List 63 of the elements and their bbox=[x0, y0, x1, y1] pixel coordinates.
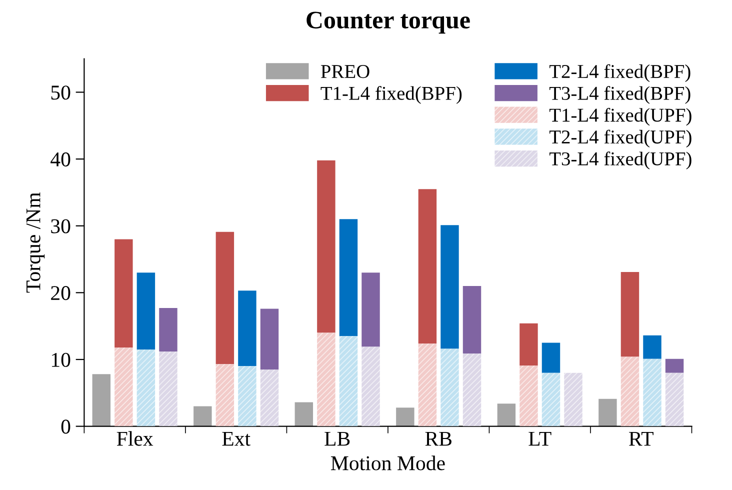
bar bbox=[564, 372, 582, 426]
x-tick-label: LT bbox=[528, 432, 552, 446]
legend-label: T3-L4 fixed(BPF) bbox=[549, 86, 690, 104]
legend-label: T2-L4 fixed(UPF) bbox=[549, 130, 692, 148]
bar bbox=[665, 372, 684, 426]
bar bbox=[317, 332, 336, 426]
bar bbox=[462, 353, 482, 426]
bar bbox=[440, 348, 459, 426]
x-tick-label: LB bbox=[324, 432, 350, 446]
legend-label: T2-L4 fixed(BPF) bbox=[549, 64, 690, 82]
bar bbox=[362, 346, 380, 426]
bar bbox=[440, 225, 459, 349]
bar bbox=[238, 290, 256, 366]
bar bbox=[418, 343, 437, 426]
legend-label: T3-L4 fixed(UPF) bbox=[549, 152, 692, 170]
bar bbox=[294, 402, 314, 426]
bar bbox=[136, 349, 156, 426]
bar bbox=[665, 358, 684, 373]
bar bbox=[238, 366, 256, 426]
bar bbox=[620, 272, 640, 357]
legend-label: T1-L4 fixed(BPF) bbox=[320, 86, 462, 104]
x-tick-label: Flex bbox=[116, 431, 154, 446]
legend-label: T1-L4 fixed(UPF) bbox=[549, 108, 692, 126]
bar bbox=[260, 370, 279, 426]
bar bbox=[114, 239, 133, 348]
x-tick-label: RT bbox=[629, 432, 654, 446]
bar bbox=[216, 232, 234, 364]
bar bbox=[136, 272, 156, 350]
bar bbox=[159, 351, 178, 426]
bar bbox=[92, 374, 111, 426]
bar bbox=[362, 272, 380, 347]
bar bbox=[418, 189, 437, 344]
bar bbox=[216, 364, 234, 426]
bar bbox=[396, 408, 414, 426]
y-tick-label: 20 bbox=[51, 286, 70, 300]
bar bbox=[194, 406, 212, 426]
y-tick-label: 40 bbox=[50, 152, 70, 166]
bar bbox=[620, 356, 640, 426]
bar bbox=[542, 372, 560, 426]
bar bbox=[643, 335, 662, 359]
bar bbox=[159, 308, 178, 352]
bar bbox=[317, 160, 336, 333]
bar bbox=[114, 347, 133, 426]
x-tick-label: RB bbox=[425, 432, 452, 446]
bar bbox=[462, 286, 482, 354]
bar bbox=[520, 365, 538, 426]
bar bbox=[260, 308, 279, 370]
chart-title: Counter torque bbox=[306, 12, 470, 34]
y-axis-title: Torque /Nm bbox=[26, 192, 45, 293]
y-tick-label: 50 bbox=[51, 86, 70, 100]
y-tick-label: 10 bbox=[52, 352, 70, 367]
bar bbox=[520, 323, 538, 366]
legend-label: PREO bbox=[320, 65, 370, 78]
bar bbox=[598, 398, 617, 426]
y-tick-label: 0 bbox=[61, 420, 70, 434]
bar bbox=[339, 219, 358, 336]
bar bbox=[339, 336, 358, 426]
bar bbox=[643, 358, 662, 426]
y-tick-label: 30 bbox=[51, 219, 70, 234]
bar bbox=[542, 342, 560, 373]
bar bbox=[497, 404, 516, 426]
x-tick-label: Ext bbox=[222, 432, 250, 446]
x-axis-title: Motion Mode bbox=[330, 456, 445, 470]
